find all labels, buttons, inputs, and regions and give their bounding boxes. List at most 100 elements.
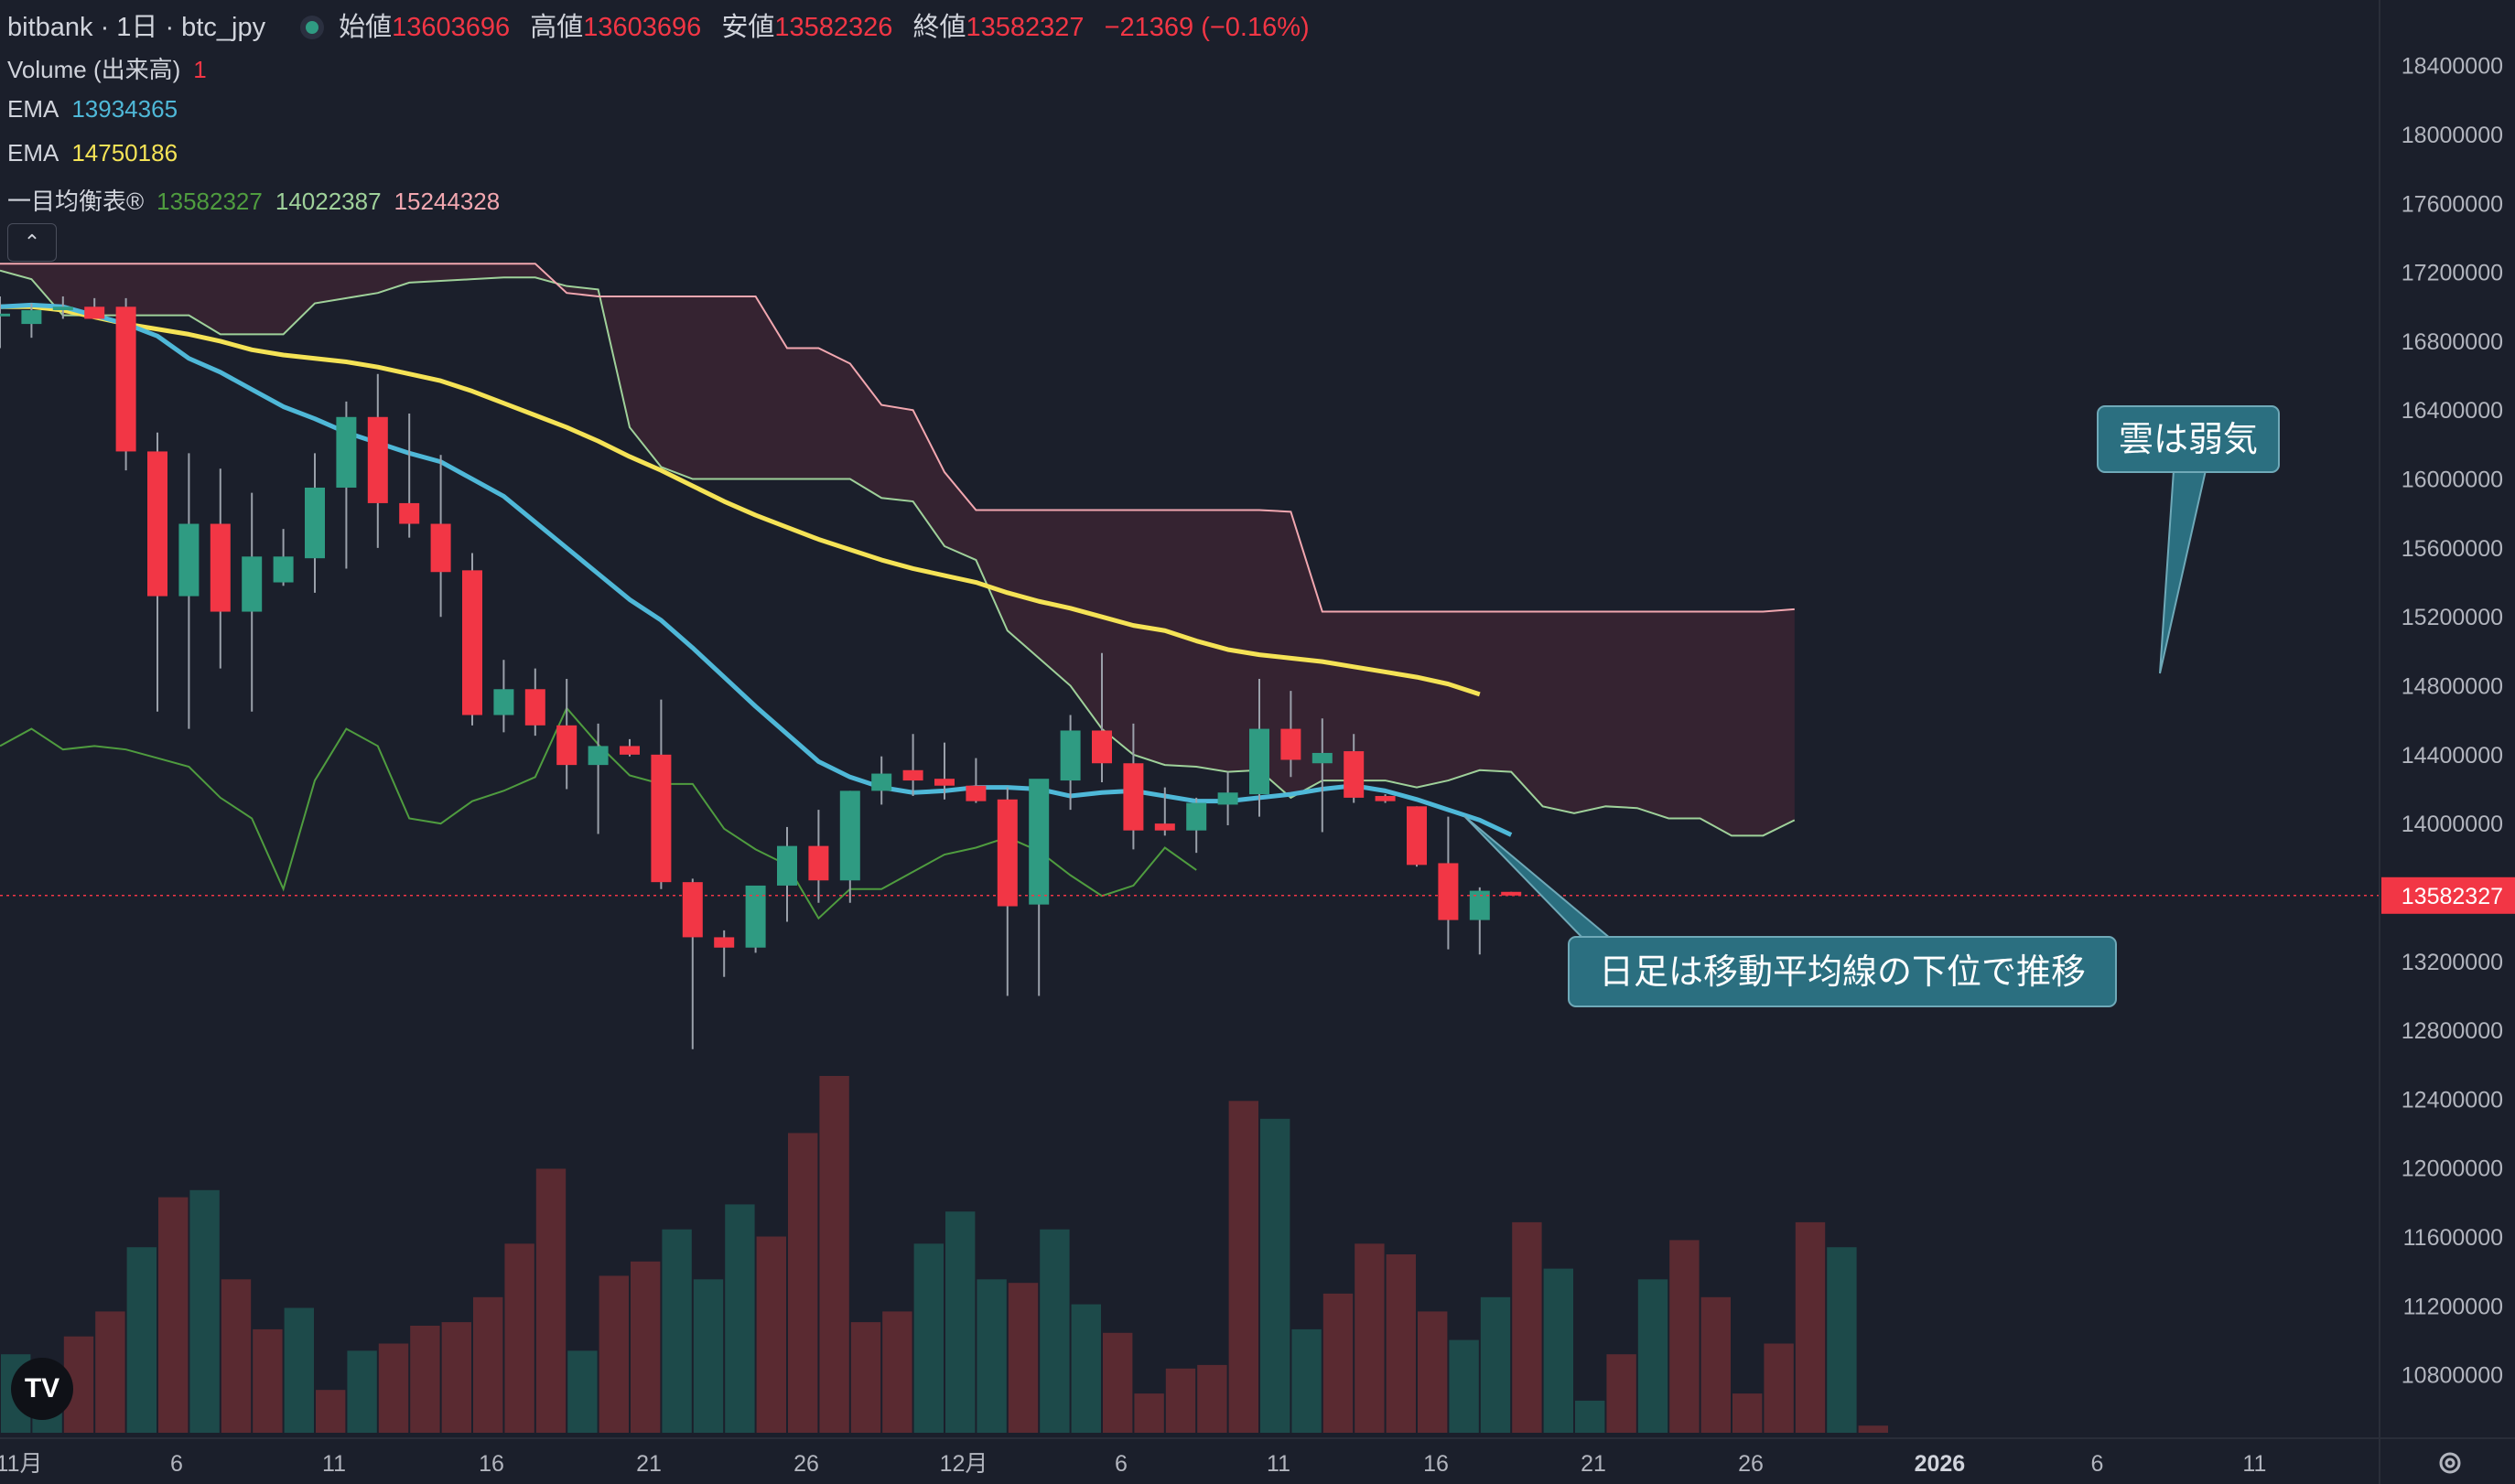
low-value: 13582326 — [774, 13, 893, 42]
market-status-icon — [306, 21, 319, 35]
open-label: 始値 — [339, 13, 393, 42]
volume-bar — [1322, 1293, 1354, 1433]
ema-long-legend[interactable]: EMA 14750186 — [7, 139, 190, 167]
candle-body — [273, 556, 294, 583]
tradingview-logo[interactable]: TV — [11, 1358, 73, 1420]
price-tick-label: 11200000 — [2403, 1294, 2503, 1319]
volume-bar — [1795, 1221, 1826, 1433]
candle-body — [399, 502, 420, 524]
candle-body — [305, 487, 325, 559]
candle-body — [462, 570, 482, 715]
volume-bar — [1165, 1368, 1196, 1433]
volume-bar — [189, 1189, 220, 1433]
price-tick-label: 12000000 — [2402, 1156, 2503, 1182]
price-tick-label: 12400000 — [2402, 1087, 2503, 1113]
candle-body — [934, 779, 955, 786]
volume-bar — [535, 1168, 567, 1433]
candle-body — [0, 313, 10, 317]
bearish-cloud-callout-box — [2097, 405, 2280, 473]
price-tick-label: 18000000 — [2402, 123, 2503, 148]
volume-bar — [567, 1350, 598, 1433]
time-tick-label: 11月 — [0, 1451, 42, 1477]
time-tick-label: 21 — [636, 1451, 662, 1477]
symbol-title[interactable]: bitbank · 1日 · btc_jpy — [7, 13, 266, 42]
price-below-ma-callout-box — [1568, 936, 2117, 1007]
volume-bar — [1291, 1328, 1322, 1433]
gear-icon[interactable] — [2434, 1447, 2466, 1479]
ichimoku-legend[interactable]: 一目均衡表® 13582327 14022387 15244328 — [7, 183, 513, 217]
volume-label: Volume (出来高) — [7, 56, 181, 83]
price-below-ma-callout-pointer — [1463, 815, 1614, 940]
collapse-legend-button[interactable]: ⌃ — [7, 223, 57, 262]
candle-body — [997, 799, 1018, 907]
volume-bar — [1732, 1393, 1763, 1433]
volume-legend[interactable]: Volume (出来高) 1 — [7, 51, 220, 85]
volume-bar — [410, 1326, 440, 1433]
close-value: 13582327 — [966, 13, 1085, 42]
price-below-ma-callout: 日足は移動平均線の下位で推移 — [1463, 815, 2117, 1007]
time-tick-label: 6 — [2090, 1451, 2103, 1477]
senkou-span-b-line — [0, 263, 1795, 613]
candle-body — [1501, 891, 1522, 896]
price-tick-label: 11600000 — [2403, 1225, 2503, 1251]
volume-bar — [913, 1243, 944, 1433]
volume-bar — [1008, 1283, 1039, 1433]
volume-bar — [662, 1229, 692, 1433]
change-value: −21369 (−0.16%) — [1104, 13, 1310, 42]
volume-bar — [441, 1322, 471, 1433]
volume-bar — [725, 1204, 755, 1433]
candle-body — [808, 845, 829, 881]
volume-bar — [95, 1311, 125, 1433]
price-tick-label: 13200000 — [2402, 950, 2503, 975]
volume-bar — [756, 1236, 786, 1433]
volume-bar — [631, 1261, 661, 1433]
time-tick-label: 2026 — [1915, 1451, 1966, 1477]
senkou-span-a-line — [0, 269, 1796, 837]
price-tick-label: 15600000 — [2402, 536, 2503, 562]
candle-body — [620, 746, 640, 755]
volume-bar — [977, 1279, 1007, 1433]
candle-body — [1123, 763, 1144, 831]
volume-bar — [1418, 1311, 1448, 1433]
price-tick-label: 14000000 — [2402, 812, 2503, 837]
current-price-tag — [2381, 876, 2515, 914]
ema-short-legend[interactable]: EMA 13934365 — [7, 95, 190, 124]
candle-body — [1186, 802, 1207, 831]
volume-bar — [1260, 1118, 1290, 1433]
candle-body — [336, 416, 357, 488]
volume-bar — [945, 1211, 976, 1433]
candle-body — [1060, 730, 1081, 781]
volume-bar — [819, 1076, 849, 1433]
price-tick-label: 17600000 — [2402, 191, 2503, 217]
current-price-label: 13582327 — [2402, 884, 2503, 909]
candle-body — [242, 556, 263, 612]
candle-body — [430, 523, 451, 573]
time-tick-label: 26 — [793, 1451, 819, 1477]
ichimoku-value-3: 15244328 — [394, 188, 501, 215]
candle-body — [147, 451, 167, 597]
candle-body — [745, 885, 766, 948]
high-value: 13603696 — [583, 13, 702, 42]
volume-bar — [1071, 1304, 1101, 1433]
volume-bar — [316, 1390, 346, 1433]
time-tick-label: 12月 — [940, 1451, 988, 1477]
time-tick-label: 11 — [2242, 1451, 2266, 1477]
symbol-header: bitbank · 1日 · btc_jpy 始値13603696 高値1360… — [7, 5, 1322, 44]
candle-body — [839, 790, 860, 881]
volume-bar — [221, 1279, 252, 1433]
volume-bar — [347, 1350, 377, 1433]
candle-body — [84, 306, 105, 319]
volume-bar — [1449, 1339, 1479, 1433]
open-value: 13603696 — [392, 13, 511, 42]
candle-body — [52, 306, 73, 311]
volume-bar — [1700, 1296, 1731, 1433]
candle-body — [1438, 863, 1459, 920]
volume-bar — [599, 1275, 629, 1433]
candle-body — [367, 416, 388, 503]
ichimoku-cloud — [0, 263, 1796, 837]
candle-body — [777, 845, 797, 886]
price-tick-label: 16000000 — [2402, 468, 2503, 493]
